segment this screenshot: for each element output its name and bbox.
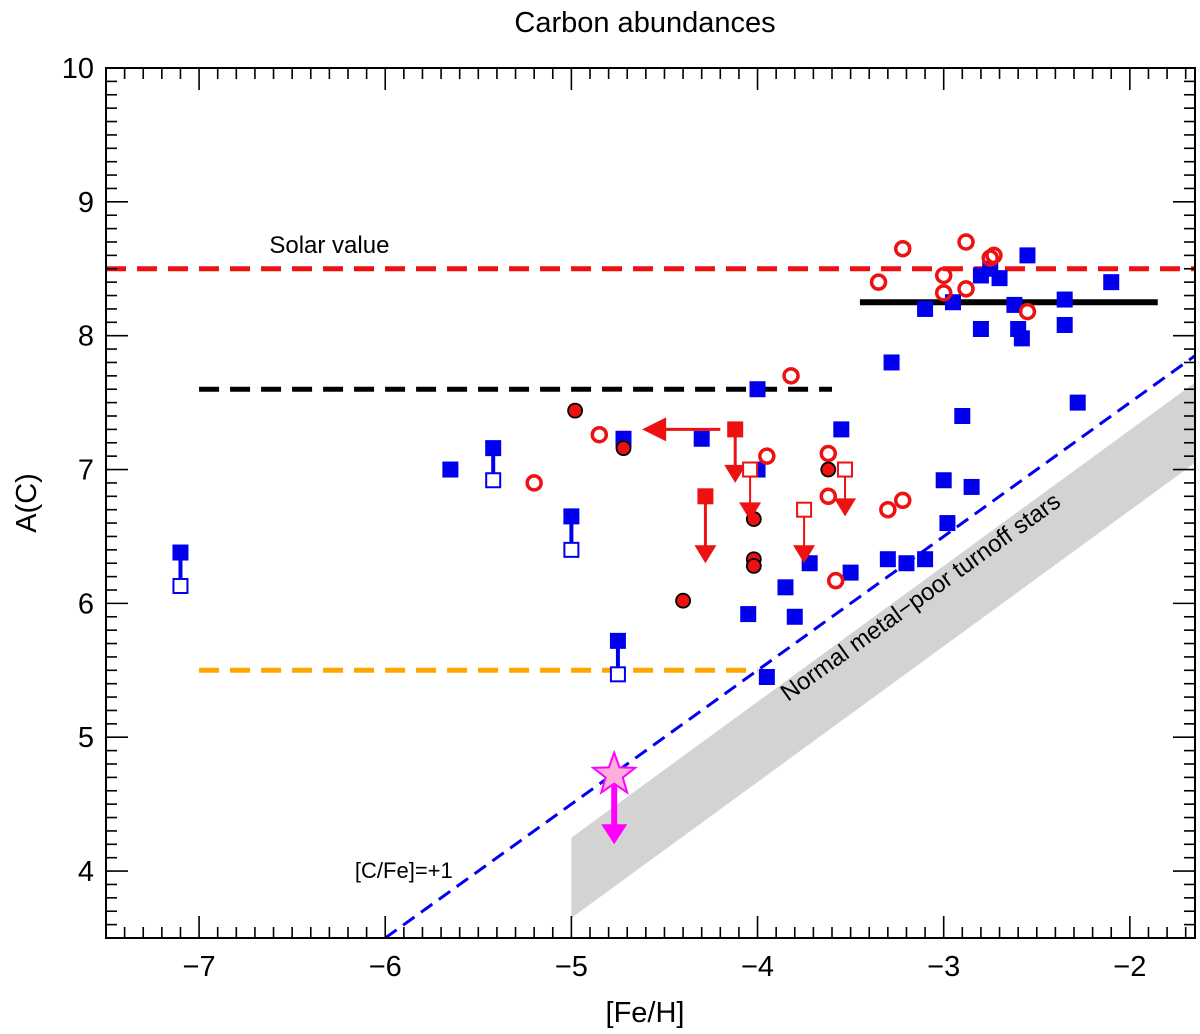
red-open-circle [869, 273, 888, 291]
red-filled-circle [567, 402, 584, 419]
blue-filled-square [954, 408, 971, 424]
red-upper-limit-arrow-head [724, 464, 747, 483]
y-tick-label: 4 [78, 856, 94, 888]
red-open-circle [1018, 302, 1037, 321]
red-open-circle [879, 500, 897, 519]
blue-filled-square [442, 461, 459, 478]
red-open-circle [934, 284, 953, 302]
y-axis-label: A(C) [11, 473, 43, 533]
red-upper-limit-arrow-head [694, 545, 717, 564]
blue-filled-square [693, 430, 710, 447]
blue-filled-square [786, 608, 803, 625]
red-open-circle [590, 425, 609, 444]
red-upper-limit-arrow-head [739, 502, 762, 521]
red-upper-limit-arrow-head [793, 545, 816, 564]
blue-filled-square [1056, 316, 1073, 333]
blue-filled-square [939, 515, 956, 532]
red-filled-circle [745, 558, 762, 574]
blue-filled-square [1013, 330, 1030, 347]
turnoff-band [571, 382, 1195, 918]
blue-filled-square [879, 551, 896, 568]
red-filled-circle [820, 461, 837, 478]
blue-filled-square [563, 508, 580, 525]
red-open-circle [826, 571, 845, 590]
magenta-arrow-head [601, 824, 628, 845]
y-tick-label: 7 [78, 455, 94, 487]
blue-filled-square [1019, 247, 1036, 264]
solar-value-label: Solar value [269, 232, 389, 259]
red-open-circle [782, 367, 800, 385]
red-open-circle [957, 233, 975, 251]
blue-filled-square [833, 421, 850, 438]
blue-filled-square [1103, 274, 1120, 291]
blue-filled-square [1069, 394, 1086, 411]
red-open-square [796, 501, 813, 518]
blue-filled-square [1006, 296, 1023, 313]
red-filled-circle [615, 440, 632, 457]
chart-title: Carbon abundances [514, 7, 775, 39]
red-filled-square [697, 488, 714, 505]
blue-filled-square [740, 606, 757, 623]
cfe-plus-one-line [384, 354, 1195, 938]
blue-filled-square [991, 270, 1008, 287]
red-open-circle [819, 487, 838, 506]
x-tick-label: −3 [927, 951, 960, 983]
red-upper-limit-arrow-head [834, 498, 857, 517]
red-open-circle [525, 474, 543, 492]
x-axis-label: [Fe/H] [606, 997, 685, 1029]
red-left-arrow-head [642, 417, 667, 442]
red-open-circle [934, 266, 953, 285]
x-tick-label: −5 [555, 951, 588, 983]
red-open-square [837, 461, 854, 478]
blue-filled-square [1056, 291, 1073, 308]
blue-filled-square [842, 564, 859, 581]
red-filled-circle [675, 592, 691, 609]
y-tick-label: 5 [78, 722, 94, 754]
red-open-square [742, 461, 759, 478]
blue-filled-square [898, 555, 915, 572]
plot-frame [105, 67, 1196, 939]
y-tick-label: 8 [78, 321, 94, 353]
x-tick-label: −2 [1113, 951, 1146, 983]
blue-filled-square [609, 632, 626, 649]
red-open-circle [893, 491, 912, 510]
blue-filled-square [485, 440, 502, 457]
blue-filled-square [777, 579, 794, 596]
blue-filled-square [883, 354, 900, 371]
y-tick-label: 9 [78, 187, 94, 219]
x-tick-label: −4 [741, 951, 774, 983]
blue-filled-square [972, 321, 989, 337]
cfe-label: [C/Fe]=+1 [355, 858, 453, 883]
blue-open-square [172, 577, 189, 594]
red-open-circle [893, 239, 912, 258]
red-open-circle [819, 444, 838, 463]
red-open-circle [985, 246, 1003, 265]
turnoff-band-label: Normal metal−poor turnoff stars [776, 488, 1066, 707]
blue-filled-square [963, 478, 980, 495]
red-open-circle [957, 280, 975, 298]
blue-filled-square [749, 381, 766, 398]
y-tick-label: 10 [62, 53, 94, 85]
x-tick-label: −7 [183, 951, 216, 983]
red-open-circle [758, 447, 776, 465]
red-filled-square [727, 421, 744, 438]
x-tick-label: −6 [369, 951, 402, 983]
y-tick-label: 6 [78, 588, 94, 620]
blue-filled-square [758, 669, 775, 685]
magenta-star [590, 749, 638, 795]
blue-open-square [563, 541, 580, 558]
blue-filled-square [917, 551, 934, 568]
blue-filled-square [917, 300, 934, 317]
blue-open-square [609, 666, 626, 683]
blue-open-square [485, 472, 502, 489]
blue-filled-square [172, 544, 189, 561]
blue-filled-square [935, 472, 952, 489]
